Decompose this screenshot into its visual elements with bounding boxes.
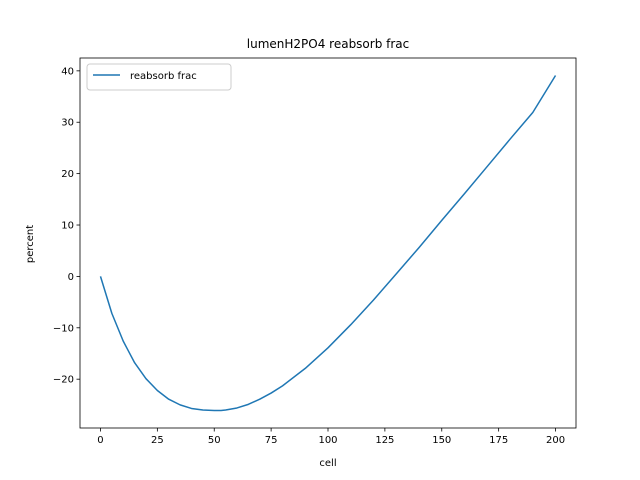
y-axis-label: percent: [25, 225, 36, 263]
x-tick-label: 175: [489, 435, 508, 446]
plot-area: 0 25 50 75 100 125 150 175 200 −20 −10 0 10 20 30 40: [53, 57, 577, 446]
x-tick-label: 200: [546, 435, 565, 446]
y-tick-label: 0: [68, 272, 74, 283]
y-tick-label: −10: [53, 323, 74, 334]
x-tick-label: 75: [265, 435, 278, 446]
y-tick-label: 10: [61, 221, 74, 232]
x-tick-label: 0: [97, 435, 103, 446]
x-tick-label: 150: [432, 435, 451, 446]
x-tick-label: 25: [151, 435, 164, 446]
series-line-0: [99, 75, 557, 412]
legend-label: reabsorb frac: [130, 71, 197, 82]
y-tick-label: −20: [53, 375, 74, 386]
x-tick-label: 50: [208, 435, 221, 446]
y-tick-label: 30: [61, 118, 74, 129]
y-tick-label: 20: [61, 169, 74, 180]
x-tick-label: 125: [375, 435, 394, 446]
x-tick-label: 100: [318, 435, 337, 446]
y-tick-label: 40: [61, 66, 74, 77]
chart-title: lumenH2PO4 reabsorb frac: [247, 37, 410, 51]
legend-box: [86, 63, 232, 91]
x-axis-label: cell: [319, 458, 336, 469]
legend: reabsorb frac: [86, 63, 232, 91]
